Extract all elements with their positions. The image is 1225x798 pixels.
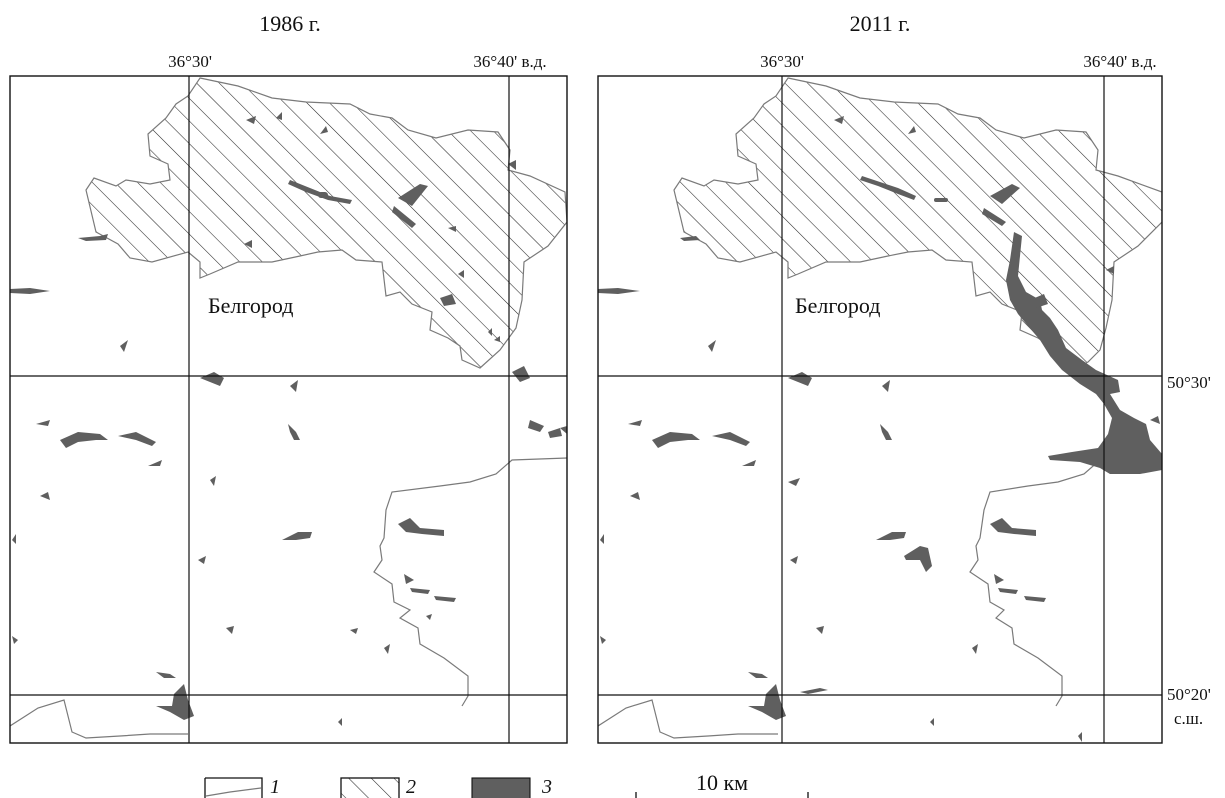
- map-body-1986: [10, 77, 567, 739]
- legend-label-1: 1: [270, 776, 280, 798]
- lat-label-5030: 50°30': [1167, 373, 1211, 392]
- city-label-1986: Белгород: [208, 293, 293, 318]
- legend-item-boundary: 1: [204, 776, 280, 798]
- legend-label-2: 2: [406, 776, 416, 798]
- city-area-2011: [673, 77, 1162, 371]
- lon-label-3640-1986: 36°40' в.д.: [473, 52, 546, 71]
- frame-1986: [9, 75, 568, 744]
- water-bodies-2011: [598, 116, 1162, 742]
- boundary-sw-1986: [10, 699, 188, 739]
- legend: 1 2 3 10 км: [204, 770, 809, 798]
- legend-item-filled: 3: [471, 776, 552, 798]
- boundary-sw-2011: [598, 699, 778, 739]
- legend-label-3: 3: [541, 776, 552, 798]
- year-label-2011: 2011 г.: [850, 11, 911, 36]
- legend-item-hatched: 2: [340, 776, 416, 798]
- lon-label-3630-1986: 36°30': [168, 52, 212, 71]
- city-label-bg-2011: [790, 290, 902, 320]
- map-1986: 1986 г. 36°30' 36°40' в.д.: [9, 11, 568, 744]
- reservoir-2011: [1006, 232, 1162, 474]
- district-boundary-2011: [969, 457, 1162, 707]
- frame-2011: [597, 75, 1163, 744]
- water-bodies-1986: [10, 112, 567, 726]
- year-label-1986: 1986 г.: [259, 11, 321, 36]
- lon-label-3640-2011: 36°40' в.д.: [1083, 52, 1156, 71]
- city-label-bg-1986: [203, 290, 315, 320]
- city-label-2011: Белгород: [795, 293, 880, 318]
- district-boundary-1986: [373, 457, 567, 707]
- scale-bar: 10 км: [635, 770, 809, 798]
- lat-label-suffix: с.ш.: [1174, 709, 1203, 728]
- map-2011: 2011 г. 36°30' 36°40' в.д.: [597, 11, 1211, 744]
- city-area-1986: [85, 77, 567, 369]
- lat-label-5020: 50°20': [1167, 685, 1211, 704]
- lon-label-3630-2011: 36°30': [760, 52, 804, 71]
- map-body-2011: [598, 77, 1162, 742]
- scale-bar-label: 10 км: [696, 770, 748, 795]
